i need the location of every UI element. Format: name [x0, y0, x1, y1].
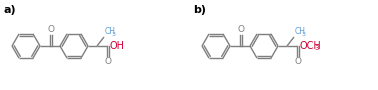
Text: b): b) [193, 5, 206, 15]
Text: CH: CH [294, 26, 305, 35]
Text: OCH: OCH [300, 41, 322, 51]
Text: O: O [104, 58, 112, 67]
Text: O: O [294, 58, 301, 67]
Text: 3: 3 [302, 31, 305, 37]
Text: a): a) [3, 5, 15, 15]
Text: O: O [47, 24, 54, 33]
Text: 3: 3 [314, 44, 319, 50]
Text: CH: CH [104, 26, 116, 35]
Text: OH: OH [110, 41, 125, 51]
Text: O: O [237, 24, 245, 33]
Text: 3: 3 [112, 31, 116, 37]
